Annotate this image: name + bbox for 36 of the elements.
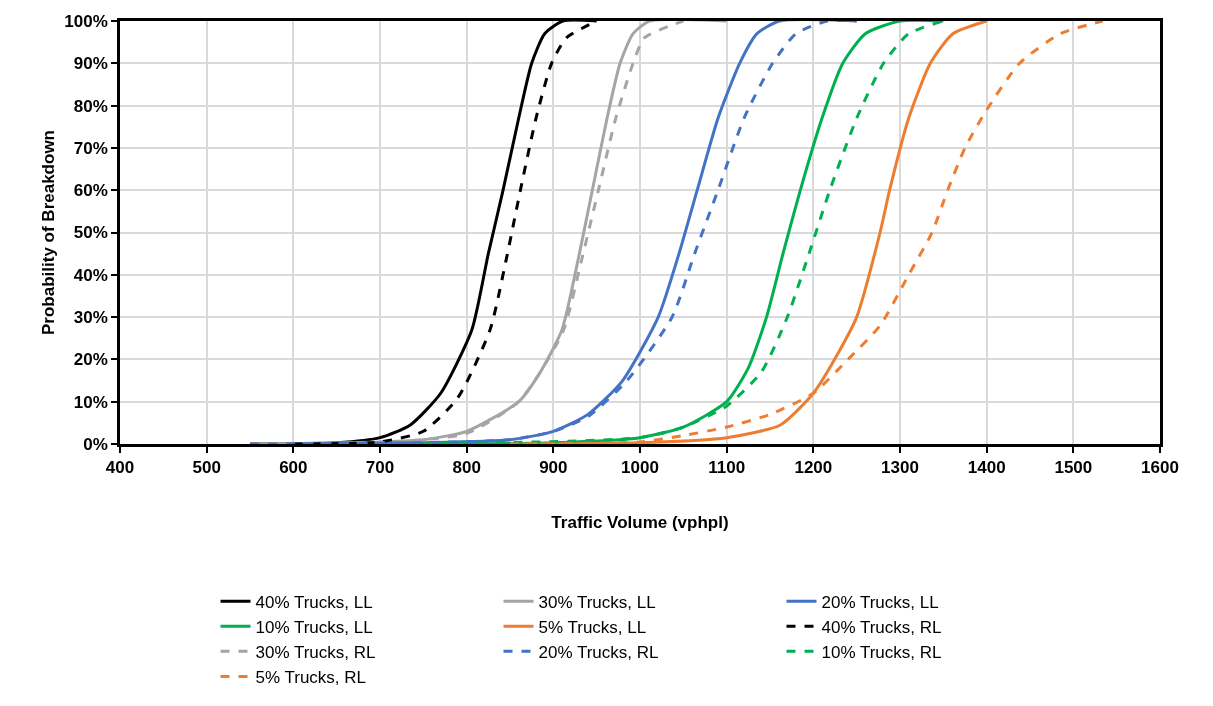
x-tick-label: 1300 — [881, 458, 919, 478]
legend-label: 5% Trucks, RL — [255, 668, 367, 688]
y-tick-label: 50% — [73, 223, 108, 243]
x-tick-label: 1600 — [1141, 458, 1179, 478]
legend-label: 40% Trucks, RL — [821, 617, 942, 637]
y-tick-label: 30% — [73, 308, 108, 328]
legend-label: 30% Trucks, RL — [255, 642, 376, 662]
y-tick-label: 60% — [73, 181, 108, 201]
legend-label: 5% Trucks, LL — [538, 617, 647, 637]
y-tick-label: 10% — [73, 392, 108, 412]
x-tick-label: 600 — [279, 458, 308, 478]
legend-label: 20% Trucks, RL — [538, 642, 659, 662]
x-tick-label: 900 — [539, 458, 568, 478]
y-tick-label: 90% — [73, 54, 108, 74]
x-tick-label: 800 — [452, 458, 481, 478]
x-tick-label: 700 — [365, 458, 395, 478]
y-tick-label: 40% — [73, 265, 108, 285]
y-tick-label: 80% — [73, 96, 108, 116]
legend-label: 10% Trucks, LL — [255, 617, 373, 637]
x-tick-label: 400 — [105, 458, 135, 478]
legend-label: 40% Trucks, LL — [255, 592, 373, 612]
x-tick-label: 1200 — [794, 458, 833, 478]
x-tick-label: 500 — [192, 458, 221, 478]
y-tick-label: 0% — [83, 434, 108, 454]
x-tick-label: 1500 — [1054, 458, 1093, 478]
legend-label: 10% Trucks, RL — [821, 642, 942, 662]
legend-label: 30% Trucks, LL — [538, 592, 656, 612]
y-axis-title: Probability of Breakdown — [38, 130, 58, 335]
y-tick-label: 70% — [73, 138, 108, 158]
x-tick-label: 1400 — [967, 458, 1006, 478]
y-tick-label: 20% — [73, 350, 108, 370]
y-tick-label: 100% — [64, 11, 108, 31]
legend-label: 20% Trucks, LL — [821, 592, 939, 612]
x-tick-label: 1100 — [708, 458, 746, 478]
x-tick-label: 1000 — [621, 458, 659, 478]
x-axis-title: Traffic Volume (vphpl) — [551, 512, 729, 532]
